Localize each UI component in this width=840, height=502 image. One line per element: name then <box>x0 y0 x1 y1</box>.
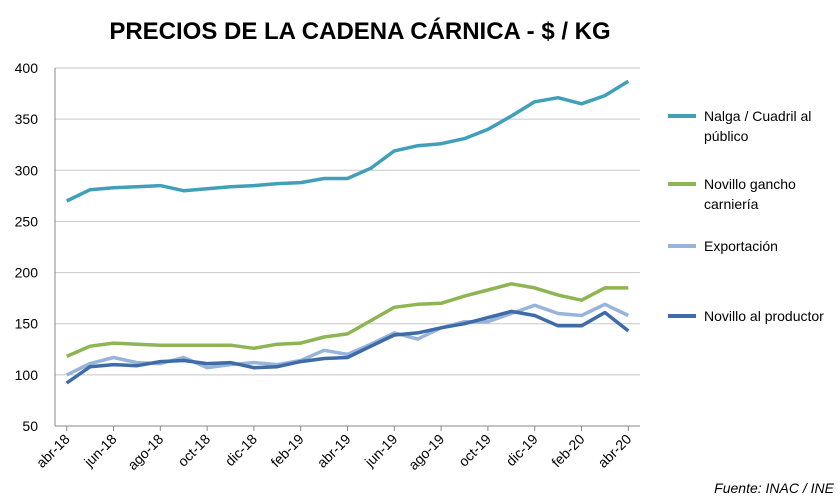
y-tick-label: 250 <box>15 213 39 229</box>
x-tick-label: abr-18 <box>33 431 73 471</box>
legend-swatch <box>668 314 696 318</box>
y-tick-label: 150 <box>15 316 39 332</box>
legend-label: Exportación <box>704 238 778 254</box>
legend-entry: Nalga / Cuadril al público <box>668 106 833 146</box>
x-tick-label: oct-19 <box>455 431 494 470</box>
source: Fuente: INAC / INE <box>714 480 834 496</box>
legend-label: Novillo gancho carniería <box>704 176 796 212</box>
y-tick-label: 50 <box>22 418 38 434</box>
x-tick-label: oct-18 <box>174 431 213 470</box>
series-line <box>65 302 630 377</box>
chart-title: PRECIOS DE LA CADENA CÁRNICA - $ / KG <box>109 18 611 45</box>
x-tick-label: ago-18 <box>124 431 166 473</box>
legend-label: Novillo al productor <box>704 308 824 324</box>
series-line <box>66 282 629 359</box>
x-tick-label: jun-19 <box>361 431 401 471</box>
x-tick-label: ago-19 <box>405 431 447 473</box>
x-tick-label: abr-20 <box>594 431 634 471</box>
legend-entry: Novillo al productor <box>668 306 833 326</box>
y-tick-label: 350 <box>15 111 39 127</box>
legend-swatch <box>668 182 696 186</box>
series-line <box>65 79 630 203</box>
y-tick-label: 200 <box>15 265 39 281</box>
y-tick-label: 300 <box>15 162 39 178</box>
x-tick-label: dic-19 <box>503 431 541 469</box>
y-tick-label: 400 <box>15 60 39 76</box>
y-tick-label: 100 <box>15 367 39 383</box>
x-tick-label: jun-18 <box>80 431 120 471</box>
legend-entry: Novillo gancho carniería <box>668 174 833 214</box>
legend-label: Nalga / Cuadril al público <box>704 108 812 144</box>
x-tick-label: feb-20 <box>548 431 588 471</box>
series-line <box>65 309 630 385</box>
x-tick-label: abr-19 <box>314 431 354 471</box>
legend-swatch <box>668 244 696 248</box>
legend-entry: Exportación <box>668 236 833 256</box>
legend-swatch <box>668 114 696 118</box>
x-tick-label: dic-18 <box>222 431 260 469</box>
x-tick-label: feb-19 <box>267 431 307 471</box>
